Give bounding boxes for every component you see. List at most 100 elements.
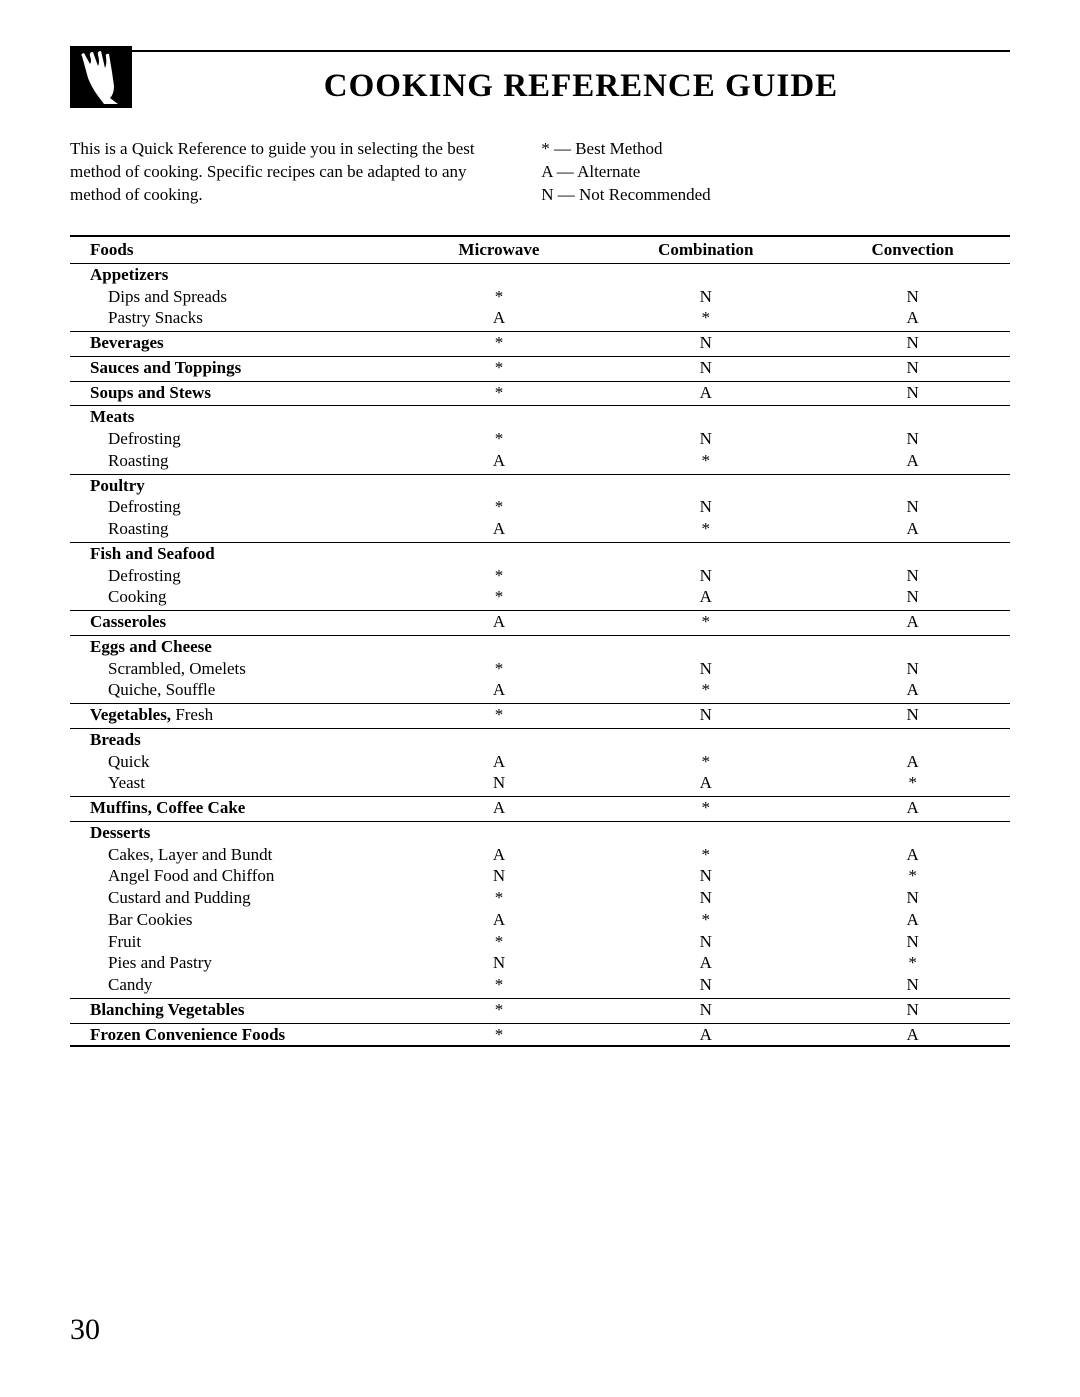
microwave-value: * [390, 332, 597, 357]
microwave-value: A [390, 909, 597, 931]
combination-value: N [596, 356, 803, 381]
combination-value: N [596, 865, 803, 887]
food-category: Eggs and Cheese [70, 635, 390, 657]
combination-value: A [596, 952, 803, 974]
table-row: Pastry SnacksA*A [70, 307, 1010, 331]
combination-value: A [596, 586, 803, 610]
convection-value: N [803, 428, 1010, 450]
food-item: Scrambled, Omelets [70, 658, 390, 680]
food-category: Appetizers [70, 263, 390, 285]
convection-value: A [803, 611, 1010, 636]
table-row: CasserolesA*A [70, 611, 1010, 636]
food-item: Angel Food and Chiffon [70, 865, 390, 887]
table-row: Vegetables, Fresh*NN [70, 704, 1010, 729]
microwave-value: A [390, 679, 597, 703]
microwave-value: A [390, 797, 597, 822]
microwave-value: * [390, 586, 597, 610]
convection-value: A [803, 450, 1010, 474]
combination-value: * [596, 797, 803, 822]
combination-value: N [596, 496, 803, 518]
food-item: Yeast [70, 772, 390, 796]
combination-value: * [596, 909, 803, 931]
food-category: Beverages [70, 332, 390, 357]
food-item: Quick [70, 751, 390, 773]
microwave-value: N [390, 865, 597, 887]
combination-value: N [596, 286, 803, 308]
header-microwave: Microwave [390, 236, 597, 264]
convection-value: N [803, 998, 1010, 1023]
food-category: Blanching Vegetables [70, 998, 390, 1023]
table-row: Poultry [70, 474, 1010, 496]
combination-value: A [596, 1023, 803, 1046]
microwave-value: * [390, 496, 597, 518]
combination-value: * [596, 450, 803, 474]
microwave-value: * [390, 658, 597, 680]
table-row: Dips and Spreads*NN [70, 286, 1010, 308]
food-item: Pastry Snacks [70, 307, 390, 331]
combination-value: A [596, 772, 803, 796]
page-number: 30 [70, 1313, 100, 1347]
convection-value: A [803, 518, 1010, 542]
table-row: Scrambled, Omelets*NN [70, 658, 1010, 680]
convection-value: N [803, 887, 1010, 909]
table-row: Soups and Stews*AN [70, 381, 1010, 406]
microwave-value: * [390, 931, 597, 953]
header-convection: Convection [803, 236, 1010, 264]
food-item: Candy [70, 974, 390, 998]
table-row: Breads [70, 728, 1010, 750]
food-category: Poultry [70, 474, 390, 496]
convection-value: N [803, 565, 1010, 587]
combination-value: * [596, 307, 803, 331]
food-item: Defrosting [70, 428, 390, 450]
convection-value: N [803, 658, 1010, 680]
food-category: Sauces and Toppings [70, 356, 390, 381]
table-row: Candy*NN [70, 974, 1010, 998]
combination-value: N [596, 428, 803, 450]
table-row: RoastingA*A [70, 518, 1010, 542]
microwave-value: * [390, 887, 597, 909]
intro-text: This is a Quick Reference to guide you i… [70, 138, 521, 207]
microwave-value: * [390, 565, 597, 587]
food-item: Roasting [70, 518, 390, 542]
combination-value: N [596, 998, 803, 1023]
page-header: COOKING REFERENCE GUIDE [70, 60, 1010, 108]
food-category: Casseroles [70, 611, 390, 636]
food-item: Defrosting [70, 565, 390, 587]
combination-value: N [596, 658, 803, 680]
combination-value: * [596, 751, 803, 773]
food-category: Fish and Seafood [70, 542, 390, 564]
food-category: Vegetables, Fresh [70, 704, 390, 729]
microwave-value: * [390, 1023, 597, 1046]
food-item: Cakes, Layer and Bundt [70, 844, 390, 866]
convection-value: A [803, 797, 1010, 822]
convection-value: * [803, 865, 1010, 887]
microwave-value: * [390, 381, 597, 406]
convection-value: N [803, 356, 1010, 381]
table-row: Beverages*NN [70, 332, 1010, 357]
food-category: Breads [70, 728, 390, 750]
combination-value: N [596, 887, 803, 909]
convection-value: N [803, 496, 1010, 518]
microwave-value: A [390, 844, 597, 866]
header-foods: Foods [70, 236, 390, 264]
table-header-row: Foods Microwave Combination Convection [70, 236, 1010, 264]
legend-best: * — Best Method [541, 138, 1010, 161]
combination-value: N [596, 931, 803, 953]
microwave-value: A [390, 751, 597, 773]
combination-value: * [596, 518, 803, 542]
convection-value: A [803, 307, 1010, 331]
food-category: Soups and Stews [70, 381, 390, 406]
food-item: Quiche, Souffle [70, 679, 390, 703]
intro-section: This is a Quick Reference to guide you i… [70, 138, 1010, 207]
food-category: Desserts [70, 821, 390, 843]
combination-value: N [596, 974, 803, 998]
microwave-value: * [390, 428, 597, 450]
table-row: YeastNA* [70, 772, 1010, 796]
table-row: Fish and Seafood [70, 542, 1010, 564]
table-row: Fruit*NN [70, 931, 1010, 953]
header-combination: Combination [596, 236, 803, 264]
legend: * — Best Method A — Alternate N — Not Re… [521, 138, 1010, 207]
convection-value: * [803, 772, 1010, 796]
convection-value: * [803, 952, 1010, 974]
food-item: Fruit [70, 931, 390, 953]
